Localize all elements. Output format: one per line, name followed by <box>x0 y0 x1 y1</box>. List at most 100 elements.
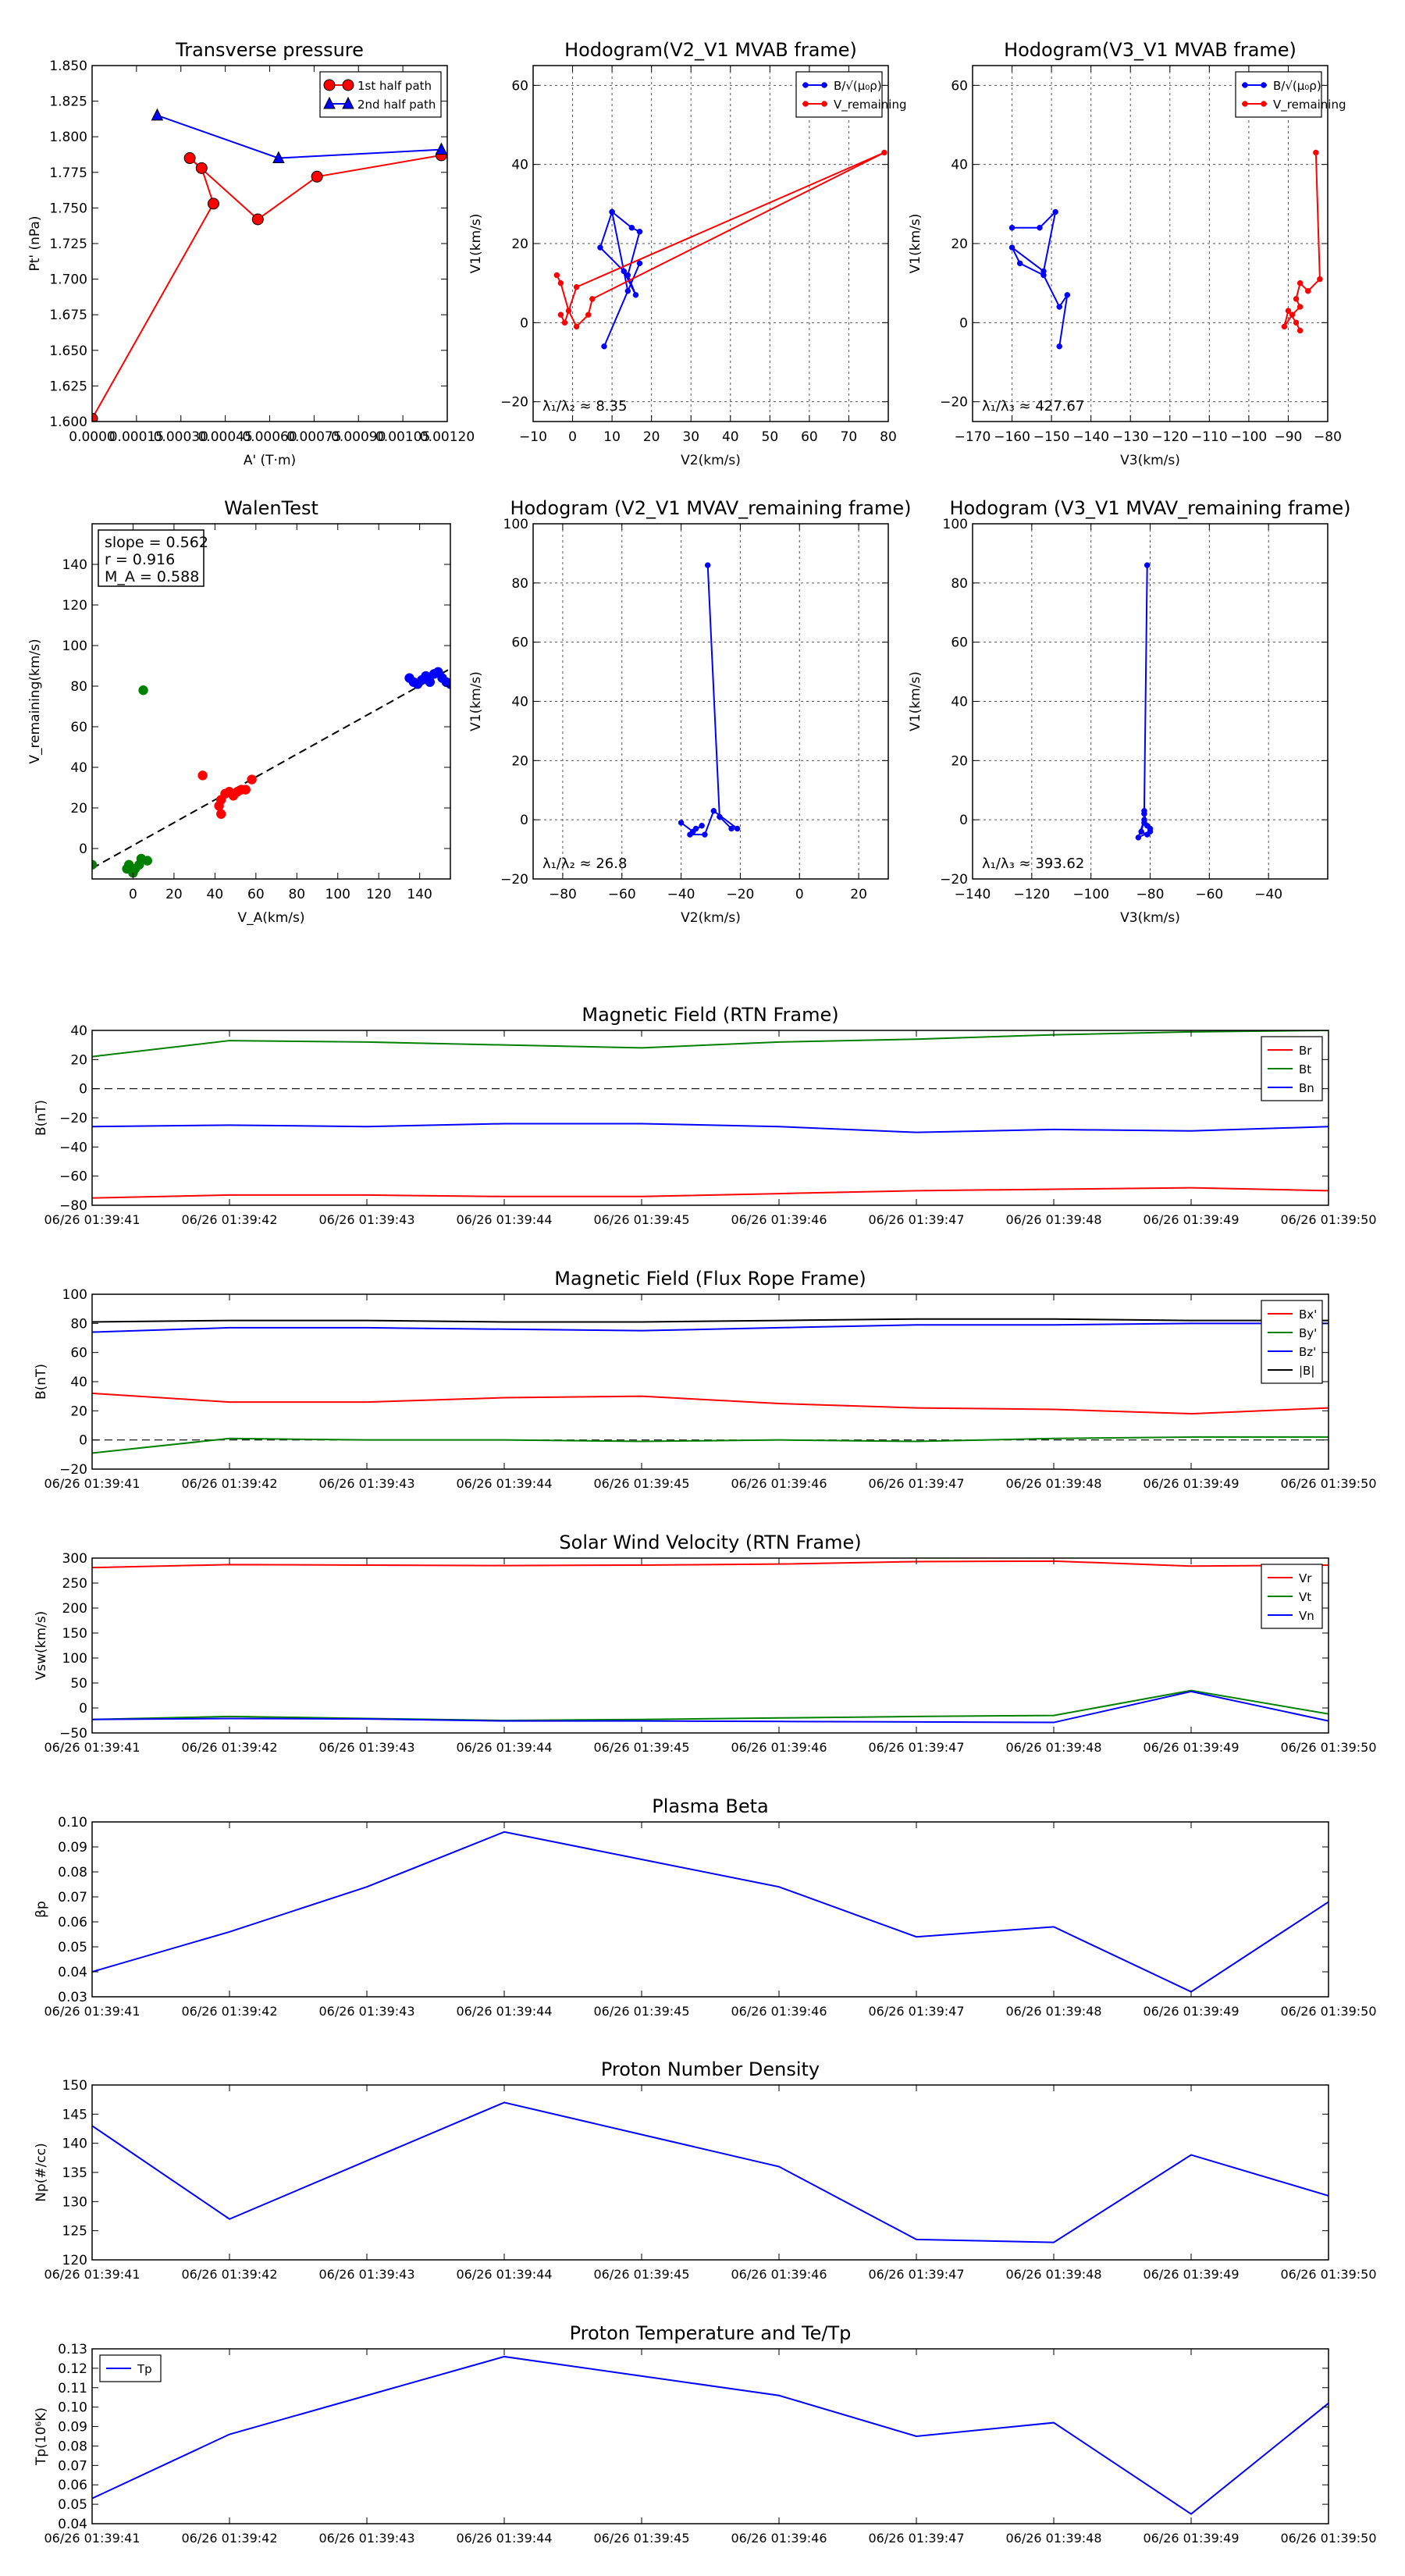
data-point <box>435 142 447 155</box>
xtick-label: 06/26 01:39:45 <box>593 1740 689 1755</box>
data-point <box>1056 304 1062 310</box>
ytick-label: 40 <box>951 695 968 710</box>
ytick-label: −20 <box>59 1462 87 1478</box>
xtick-label: −130 <box>1112 429 1149 445</box>
xtick-label: 06/26 01:39:48 <box>1005 1740 1101 1755</box>
ytick-label: 0 <box>79 1701 87 1717</box>
stats-line: r = 0.916 <box>105 551 175 568</box>
ytick-label: 300 <box>62 1551 87 1567</box>
xtick-label: 0.00045 <box>197 429 252 445</box>
ytick-label: 1.725 <box>49 237 87 252</box>
ytick-label: 0 <box>520 315 528 331</box>
data-point <box>272 151 285 164</box>
ytick-label: 125 <box>62 2224 87 2240</box>
ytick-label: 80 <box>511 576 528 592</box>
y-axis-label: B(nT) <box>34 1364 49 1400</box>
chart-hodo_v3v1_mvab: Hodogram(V3_V1 MVAB frame) −20 0 20 40 60 −170… <box>908 39 1346 468</box>
ytick-label: 20 <box>951 753 968 769</box>
ytick-label: 0.09 <box>58 1840 87 1856</box>
xtick-label: −60 <box>1195 887 1223 902</box>
plot-frame <box>91 65 448 422</box>
ytick-label: 0.03 <box>58 1990 87 2005</box>
legend-label: 2nd half path <box>357 98 436 112</box>
ytick-label: 60 <box>511 78 528 94</box>
xtick-label: 0.00030 <box>154 429 208 445</box>
ytick-label: 60 <box>70 720 87 735</box>
data-point <box>624 288 631 294</box>
x-axis-label: V3(km/s) <box>1120 910 1180 926</box>
data-point <box>557 311 564 318</box>
xtick-label: 140 <box>407 887 432 902</box>
data-point <box>1052 208 1058 215</box>
ytick-label: 0 <box>79 1082 87 1098</box>
ytick-label: 0.06 <box>58 1915 87 1930</box>
chart-transverse_pressure: Transverse pressure 1.600 1.625 1.650 1.675 1… <box>27 39 475 468</box>
data-point <box>251 213 264 226</box>
ytick-label: 20 <box>70 1404 87 1419</box>
data-point <box>628 224 635 231</box>
ytick-label: 145 <box>62 2107 87 2122</box>
ytick-label: 0.12 <box>58 2361 87 2377</box>
data-point <box>636 260 643 267</box>
chart-plasma_beta: Plasma Beta 0.03 0.04 0.05 0.06 0.07 0.08 0.09 0… <box>34 1795 1377 2019</box>
ytick-label: 1.800 <box>49 130 87 145</box>
chart-hodo_v2v1_mvav: Hodogram (V2_V1 MVAV_remaining frame) −20… <box>468 497 912 926</box>
xtick-label: 06/26 01:39:48 <box>1005 1476 1101 1491</box>
legend-label: Vr <box>1299 1571 1312 1585</box>
ytick-label: 1.600 <box>49 415 87 430</box>
data-point <box>557 279 564 286</box>
xtick-label: −170 <box>955 429 991 445</box>
xtick-label: 06/26 01:39:45 <box>593 1212 689 1227</box>
xtick-label: −20 <box>726 887 754 902</box>
legend-label: Bz' <box>1299 1345 1316 1359</box>
legend-box <box>795 71 883 118</box>
data-point <box>1317 276 1323 283</box>
ytick-label: 100 <box>62 639 87 654</box>
x-axis-label: V_A(km/s) <box>237 910 304 926</box>
data-point <box>195 162 208 174</box>
data-point <box>553 272 560 279</box>
ytick-label: 0.07 <box>58 2458 87 2474</box>
data-point <box>142 856 153 866</box>
ytick-label: 20 <box>70 1052 87 1068</box>
ytick-label: 0 <box>79 841 87 857</box>
data-point <box>678 820 685 826</box>
ytick-label: 1.625 <box>49 379 87 394</box>
chart-title: Plasma Beta <box>652 1795 768 1817</box>
xtick-label: −100 <box>1072 887 1109 902</box>
xtick-label: 06/26 01:39:42 <box>181 2004 277 2019</box>
xtick-label: −80 <box>1314 429 1342 445</box>
eigenvalue-annotation: λ₁/λ₂ ≈ 26.8 <box>542 856 627 872</box>
xtick-label: 06/26 01:39:44 <box>456 1476 552 1491</box>
ytick-label: −40 <box>59 1140 87 1155</box>
xtick-label: 06/26 01:39:47 <box>868 2267 964 2282</box>
xtick-label: 06/26 01:39:42 <box>181 2531 277 2546</box>
data-point <box>1147 828 1154 835</box>
series-group <box>92 108 447 422</box>
legend-box <box>1235 71 1322 118</box>
xtick-label: 06/26 01:39:43 <box>318 1740 414 1755</box>
xtick-label: 06/26 01:39:47 <box>868 1740 964 1755</box>
legend: B/√(μ₀ρ) V_remaining <box>1235 71 1346 118</box>
ytick-label: 120 <box>62 2253 87 2268</box>
data-point <box>621 268 628 275</box>
chart-title: Proton Number Density <box>601 2058 820 2080</box>
xtick-label: 06/26 01:39:50 <box>1280 2267 1376 2282</box>
ytick-label: 1.650 <box>49 343 87 359</box>
chart-title: Hodogram(V3_V1 MVAB frame) <box>1004 39 1297 61</box>
plot-frame <box>91 523 451 880</box>
eigenvalue-annotation: λ₁/λ₃ ≈ 393.62 <box>982 856 1084 872</box>
ytick-label: 0.10 <box>58 2400 87 2416</box>
ytick-label: 0.08 <box>58 1865 87 1880</box>
series-line-Bn <box>92 1123 1329 1133</box>
data-point <box>728 825 735 832</box>
ytick-label: 100 <box>503 517 528 532</box>
legend-label: 1st half path <box>357 79 432 93</box>
ytick-label: 150 <box>62 1626 87 1642</box>
data-point <box>881 149 887 156</box>
ytick-label: 1.850 <box>49 59 87 74</box>
ytick-label: 40 <box>70 760 87 776</box>
xtick-label: 80 <box>880 429 897 445</box>
data-point <box>1293 296 1300 302</box>
ytick-label: 0 <box>959 813 968 828</box>
